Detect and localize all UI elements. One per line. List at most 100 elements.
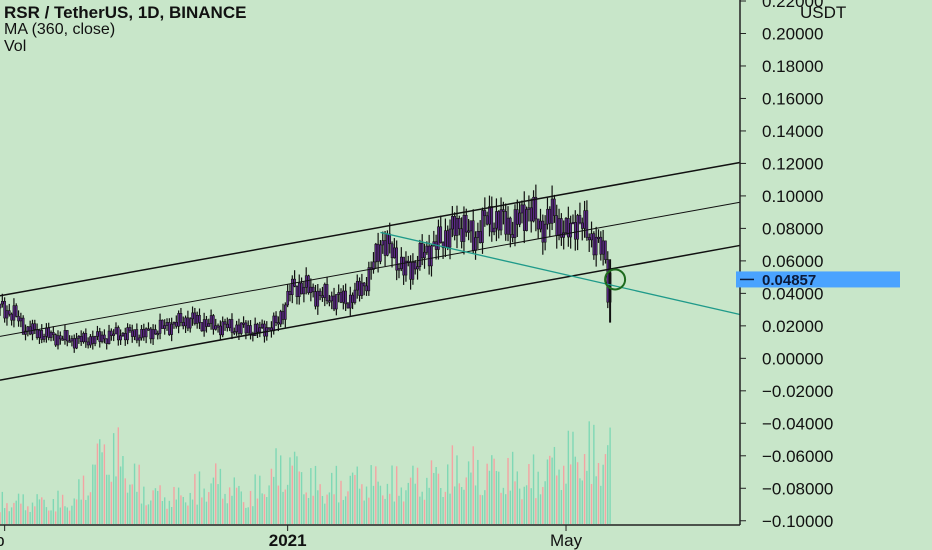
candle-body <box>583 210 586 229</box>
candle-body <box>553 198 556 216</box>
volume-bars <box>0 421 611 524</box>
candle-body <box>202 319 206 332</box>
volume-bar <box>521 499 523 524</box>
candle-body <box>448 228 452 248</box>
candle-body <box>573 222 577 240</box>
volume-bar <box>36 494 38 524</box>
volume-bar <box>409 477 412 524</box>
candle-body <box>284 304 287 320</box>
candle-body <box>130 330 134 337</box>
volume-bar <box>405 490 407 524</box>
candle-body <box>149 328 153 340</box>
volume-bar <box>562 465 565 524</box>
current-price-tag[interactable]: 0.04857 <box>736 271 900 289</box>
candle-body <box>135 329 139 341</box>
y-tick-label: 0.10000 <box>762 187 823 206</box>
candle-body <box>321 295 324 298</box>
candle-body <box>590 233 593 241</box>
candle-body <box>606 259 610 303</box>
candle-body <box>471 220 475 251</box>
volume-indicator-label[interactable]: Vol <box>4 38 27 55</box>
volume-bar <box>525 485 528 524</box>
volume-bar <box>542 487 544 524</box>
candle-body <box>469 220 473 232</box>
candle-body <box>557 218 561 236</box>
volume-bar <box>314 465 317 524</box>
volume-bar <box>505 494 507 524</box>
symbol-title[interactable]: RSR / TetherUS, 1D, BINANCE <box>4 3 247 22</box>
candle-body <box>451 216 454 230</box>
ma-indicator-label[interactable]: MA (360, close) <box>4 21 116 38</box>
volume-bar <box>217 484 219 524</box>
candle-body <box>237 324 241 334</box>
price-axis[interactable]: 0.22000 0.20000 0.18000 0.16000 0.14000 0.120… <box>740 0 833 531</box>
candle-body <box>105 338 109 344</box>
candle-body <box>344 290 347 305</box>
volume-bar <box>305 492 307 524</box>
volume-bar <box>205 501 208 524</box>
volume-bar <box>1 491 4 524</box>
candle-body <box>214 325 218 330</box>
volume-bar <box>523 486 525 524</box>
volume-bar <box>263 494 266 524</box>
candle-body <box>279 311 282 325</box>
volume-bar <box>166 508 168 524</box>
candle-body <box>304 275 308 288</box>
candle-body <box>330 295 334 302</box>
candle-body <box>297 282 301 297</box>
candle-body <box>346 303 350 309</box>
volume-bar <box>442 496 444 524</box>
candle-body <box>348 294 352 309</box>
volume-bar <box>595 476 597 524</box>
candle-body <box>230 319 234 333</box>
volume-bar <box>129 484 131 524</box>
candle-body <box>156 333 160 336</box>
volume-bar <box>219 468 222 524</box>
volume-bar <box>187 505 189 524</box>
volume-bar <box>66 507 68 524</box>
volume-bar <box>182 496 184 524</box>
volume-bar <box>38 499 41 524</box>
volume-bar <box>423 499 426 524</box>
volume-bar <box>152 490 154 524</box>
candle-body <box>114 327 118 335</box>
volume-bar <box>379 485 382 524</box>
time-axis[interactable]: ep 2021 May <box>0 525 583 550</box>
candle-body <box>580 222 584 229</box>
volume-bar <box>254 474 256 524</box>
candle-body <box>207 323 211 327</box>
candle-body <box>420 242 424 259</box>
candle-body <box>300 282 303 295</box>
candle-body <box>550 198 554 224</box>
candle-body <box>311 286 315 292</box>
candle-body <box>239 322 243 334</box>
candle-body <box>260 323 264 328</box>
candle-body <box>226 323 229 329</box>
volume-bar <box>395 466 398 524</box>
candle-body <box>393 247 396 259</box>
candle-body <box>481 210 484 243</box>
candle-body <box>416 266 419 270</box>
volume-bar <box>511 451 514 524</box>
volume-bar <box>208 492 210 524</box>
volume-bar <box>117 427 120 524</box>
volume-bar <box>433 472 435 524</box>
y-tick-label: 0.12000 <box>762 154 823 173</box>
volume-bar <box>586 470 588 524</box>
volume-bar <box>270 468 273 524</box>
volume-bar <box>238 485 240 524</box>
volume-bar <box>402 501 405 524</box>
volume-bar <box>80 499 82 524</box>
candle-body <box>365 285 368 292</box>
volume-bar <box>279 455 282 524</box>
volume-bar <box>277 485 280 524</box>
volume-bar <box>170 506 173 524</box>
candle-body <box>585 210 589 238</box>
volume-bar <box>143 486 145 524</box>
volume-bar <box>110 481 113 524</box>
candle-body <box>314 291 317 307</box>
candle-body <box>256 323 259 333</box>
volume-bar <box>64 506 66 524</box>
volume-bar <box>194 473 196 524</box>
